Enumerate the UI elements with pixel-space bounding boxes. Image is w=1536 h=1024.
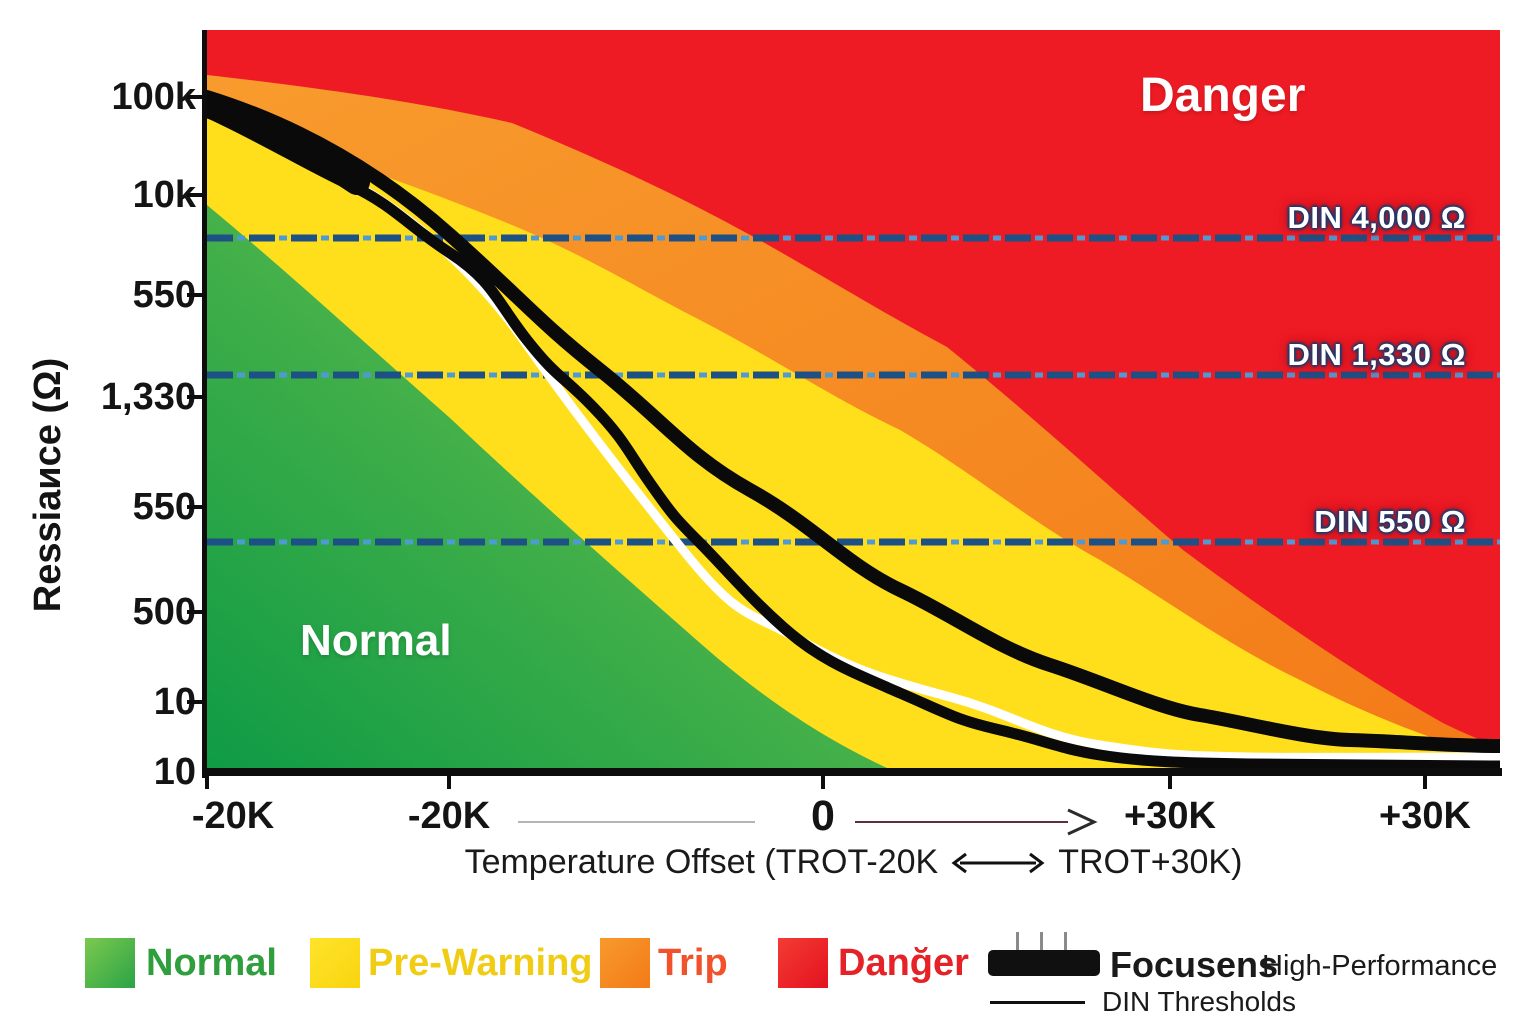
x-tick-label: +30K (1124, 795, 1216, 837)
x-tick-label: -20K (407, 795, 491, 837)
axis-arrow-annotations (518, 808, 1098, 836)
x-tick-label: -20K (191, 795, 275, 837)
x-tick-mark (821, 776, 825, 789)
legend-label-din-thresholds: DIN Thresholds (1102, 986, 1297, 1017)
focusens-upper-curve (207, 90, 1500, 753)
legend-swatch-danger (778, 938, 828, 988)
x-tick-label: 0 (811, 792, 835, 840)
y-tick-label: 500 (132, 591, 196, 633)
focusens-swatch-tick (1016, 932, 1019, 950)
x-tick-label: +30K (1379, 795, 1471, 837)
focusens-swatch-tick (1064, 932, 1067, 950)
y-axis-line (202, 30, 207, 778)
y-tick-label: 1,330 (100, 376, 196, 418)
legend-swatch-normal (85, 938, 135, 988)
y-tick-mark (187, 610, 203, 614)
x-tick-mark (205, 776, 209, 789)
right-arrowhead-icon (1067, 808, 1098, 836)
legend-swatch-focusens-curve (988, 950, 1100, 976)
x-tick-mark (1168, 776, 1172, 789)
plot-area (207, 30, 1500, 768)
y-tick-mark (187, 700, 203, 704)
din-1330-label: DIN 1,330 Ω (1287, 337, 1466, 372)
legend-label-trip: Trip (658, 942, 728, 984)
zone-normal-area (207, 205, 887, 768)
x-tick-mark (1423, 776, 1427, 789)
y-tick-label: 550 (132, 486, 196, 528)
legend-label-focusens: Focusens (1110, 944, 1279, 985)
y-tick-label: 100k (111, 76, 196, 118)
curve-merge-band (207, 92, 370, 195)
y-tick-mark (187, 95, 203, 99)
y-tick-label: 10 (153, 751, 196, 793)
zone-label-danger: Danger (1140, 69, 1306, 122)
zone-label-normal: Normal (300, 616, 452, 665)
y-tick-label: 10 (153, 681, 196, 723)
focusens-swatch-tick (1040, 932, 1043, 950)
legend-label-high-performance: High-Performance (1262, 950, 1498, 982)
double-arrow-icon (951, 852, 1045, 873)
legend-swatch-prewarning (310, 938, 360, 988)
legend-label-danger: Danğer (838, 942, 969, 984)
focusens-lower-curve (207, 106, 1500, 768)
y-tick-mark (187, 395, 203, 399)
y-tick-mark (187, 505, 203, 509)
x-axis-line (202, 768, 1502, 776)
y-tick-label: 550 (132, 274, 196, 316)
y-tick-mark (187, 293, 203, 297)
legend-label-prewarning: Pre-Warning (368, 942, 593, 984)
x-tick-mark (447, 776, 451, 789)
y-tick-label: 10k (132, 174, 196, 216)
legend-swatch-trip (600, 938, 650, 988)
legend-swatch-din-line (990, 1001, 1085, 1004)
din-4000-label: DIN 4,000 Ω (1287, 200, 1466, 235)
x-axis-title-part2: TROT+30K) (1058, 843, 1243, 881)
x-axis-title: Temperature Offset (TROT-20K TROT+30K) (207, 843, 1500, 882)
din-550-label: DIN 550 Ω (1314, 504, 1466, 539)
x-axis-title-part1: Temperature Offset (TROT-20K (464, 843, 939, 881)
legend-label-normal: Normal (146, 942, 277, 984)
y-tick-mark (187, 193, 203, 197)
